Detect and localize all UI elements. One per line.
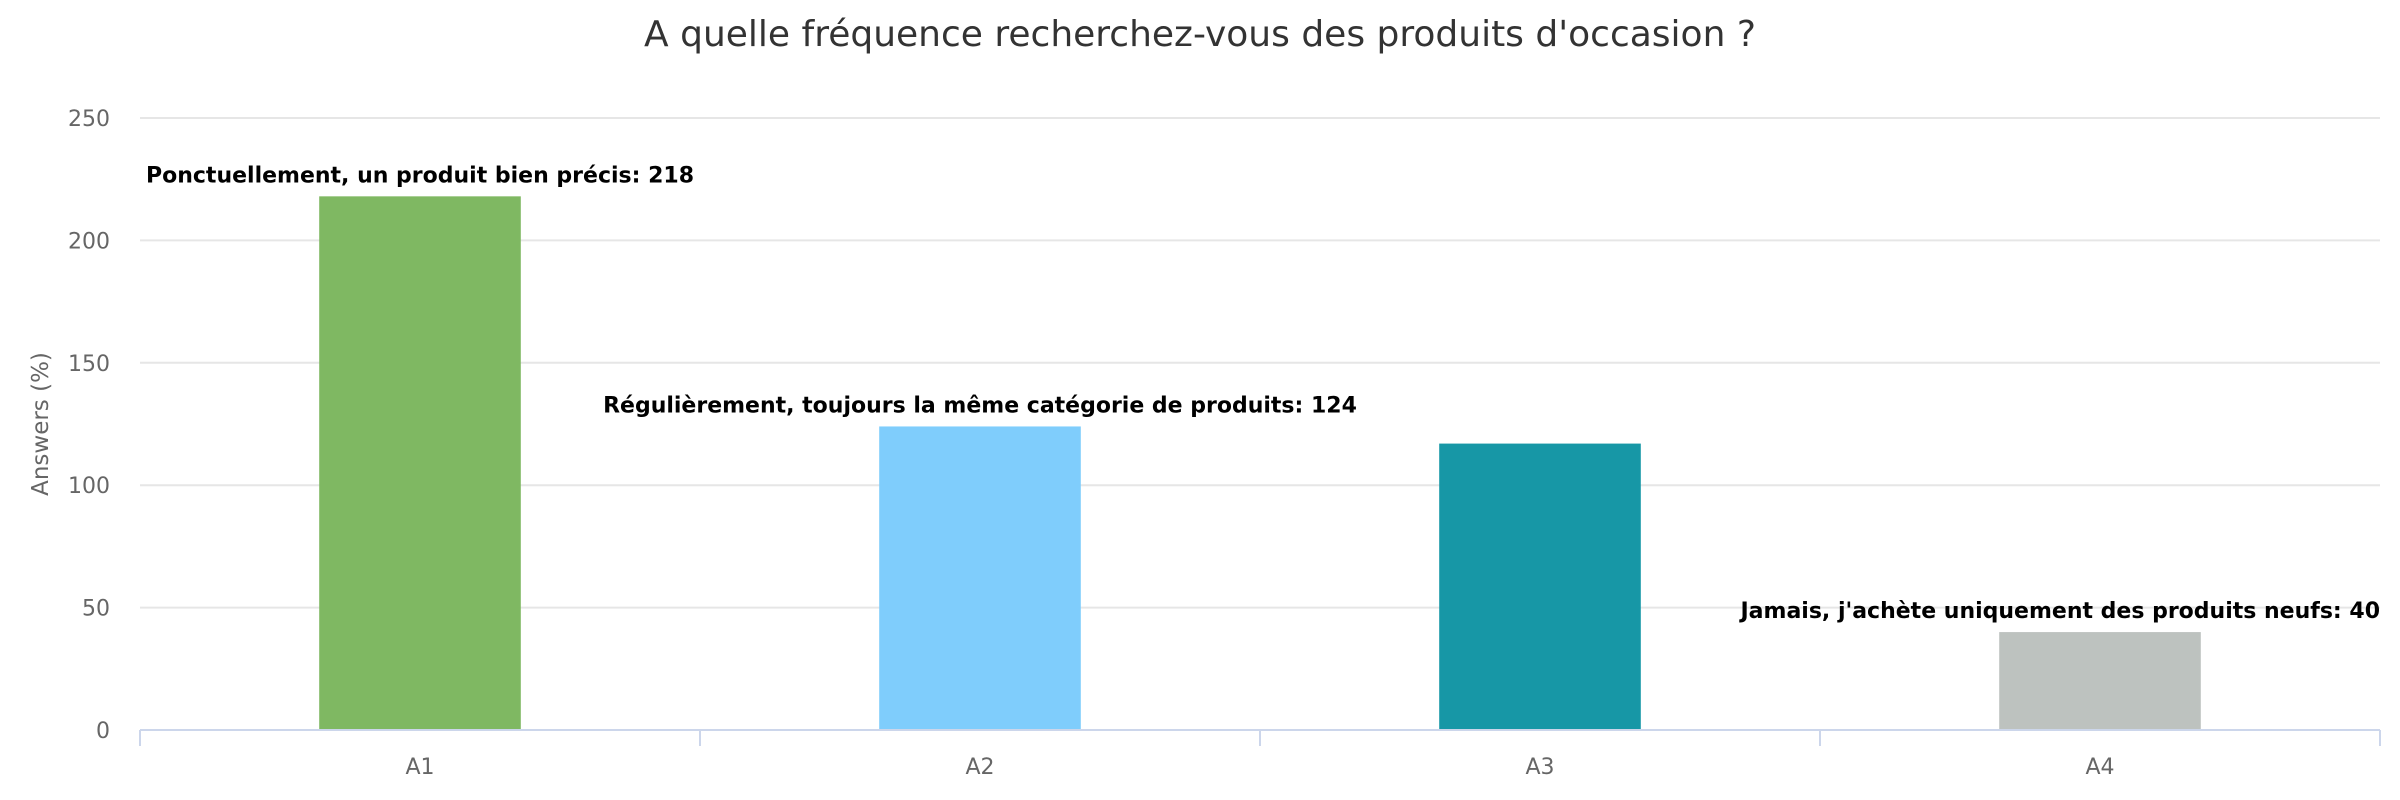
y-tick-label: 150	[68, 352, 110, 377]
y-tick-label: 100	[68, 474, 110, 499]
y-axis-label: Answers (%)	[28, 352, 54, 496]
data-labels: Ponctuellement, un produit bien précis: …	[146, 163, 2380, 624]
x-tick-label: A4	[2085, 755, 2114, 780]
chart-title: A quelle fréquence recherchez-vous des p…	[644, 14, 1756, 55]
data-label: Régulièrement, toujours la même catégori…	[603, 393, 1357, 418]
bar-a4[interactable]	[1999, 632, 2201, 730]
bars	[319, 196, 2201, 730]
y-tick-label: 250	[68, 107, 110, 132]
data-label: Ponctuellement, un produit bien précis: …	[146, 163, 694, 188]
x-axis: A1 A2 A3 A4	[139, 729, 2381, 780]
bar-a2[interactable]	[879, 426, 1081, 730]
y-tick-label: 50	[82, 597, 110, 622]
x-tick-label: A1	[405, 755, 434, 780]
bar-a3[interactable]	[1439, 443, 1641, 730]
x-tick-label: A2	[965, 755, 994, 780]
y-tick-label: 0	[96, 719, 110, 744]
x-tick-label: A3	[1525, 755, 1554, 780]
y-tick-label: 200	[68, 229, 110, 254]
bar-a1[interactable]	[319, 196, 521, 730]
data-label: Jamais, j'achète uniquement des produits…	[1738, 599, 2380, 624]
